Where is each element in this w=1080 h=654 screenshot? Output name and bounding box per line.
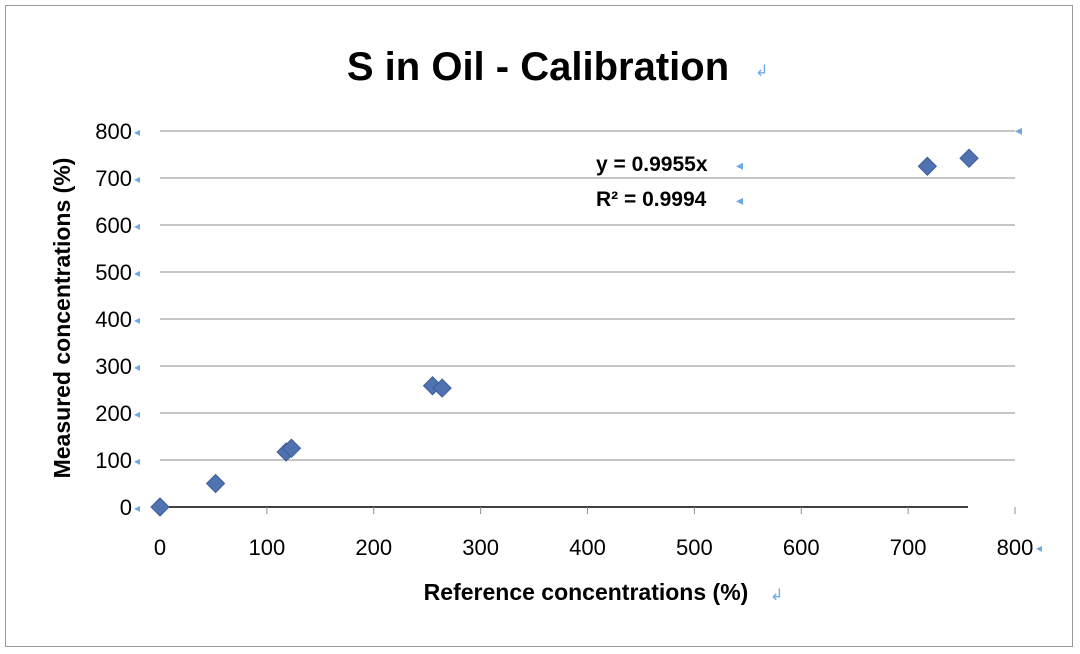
format-mark-icon: ◂ [134, 407, 140, 421]
format-mark-icon: ◂ [1015, 124, 1022, 139]
data-point [281, 438, 302, 458]
x-tick-label: 100 [249, 535, 286, 560]
x-tick-label: 0 [154, 535, 166, 560]
y-tick-label: 700 [95, 166, 132, 191]
format-mark-icon: ◂ [736, 194, 743, 209]
x-tick-label: 800 [997, 535, 1034, 560]
format-mark-icon: ◂ [134, 501, 140, 515]
paragraph-mark-icon: ↲ [755, 63, 768, 80]
y-tick-label: 800 [95, 119, 132, 144]
y-tick-label: 200 [95, 401, 132, 426]
paragraph-mark-icon: ↲ [770, 587, 783, 604]
chart-title: S in Oil - Calibration [347, 45, 729, 89]
format-mark-icon: ◂ [134, 172, 140, 186]
y-axis-label: Measured concentrations (%) [49, 158, 75, 479]
format-mark-icon: ◂ [134, 219, 140, 233]
data-point [150, 497, 170, 517]
y-tick-label: 400 [95, 307, 132, 332]
format-mark-icon: ◂ [134, 266, 140, 280]
data-point [959, 148, 979, 168]
y-tick-label: 0 [120, 495, 132, 520]
format-mark-icon: ◂ [1036, 541, 1042, 555]
y-tick-label: 600 [95, 213, 132, 238]
y-tick-label: 100 [95, 448, 132, 473]
x-tick-label: 700 [890, 535, 927, 560]
x-tick-label: 400 [569, 535, 606, 560]
x-tick-label: 500 [676, 535, 713, 560]
r-squared-label: R² = 0.9994 [596, 188, 707, 211]
chart-frame [5, 5, 1073, 647]
x-tick-label: 300 [462, 535, 499, 560]
format-mark-icon: ◂ [134, 125, 140, 139]
x-tick-label: 600 [783, 535, 820, 560]
format-mark-icon: ◂ [736, 159, 743, 174]
data-point [917, 156, 938, 176]
x-axis-label: Reference concentrations (%) [424, 579, 749, 605]
format-mark-icon: ◂ [134, 454, 140, 468]
data-point [205, 473, 226, 494]
trendline-equation: y = 0.9955x [596, 153, 708, 176]
x-tick-label: 200 [355, 535, 392, 560]
format-mark-icon: ◂ [134, 360, 140, 374]
y-tick-label: 500 [95, 260, 132, 285]
y-tick-label: 300 [95, 354, 132, 379]
data-point [432, 378, 452, 398]
format-mark-icon: ◂ [134, 313, 140, 327]
